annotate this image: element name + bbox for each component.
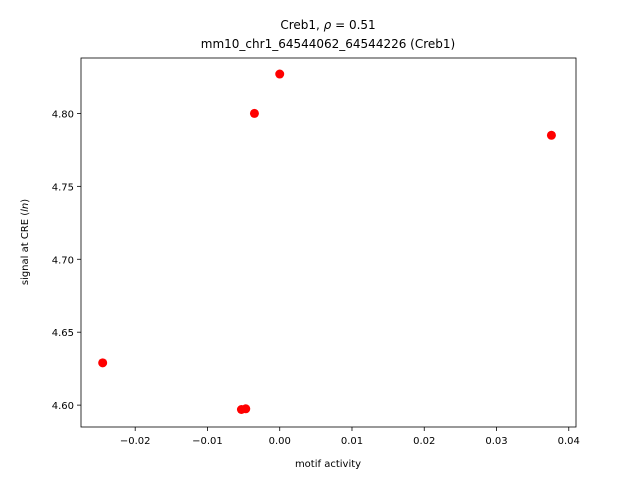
y-tick-label: 4.80 bbox=[52, 109, 74, 120]
y-tick-label: 4.60 bbox=[52, 401, 74, 412]
chart-title-line1: Creb1, ρ = 0.51 bbox=[280, 18, 375, 32]
chart-title-line2: mm10_chr1_64544062_64544226 (Creb1) bbox=[201, 37, 455, 51]
y-tick-label: 4.70 bbox=[52, 255, 74, 266]
x-tick-label: 0.03 bbox=[485, 436, 507, 447]
plot-area-frame bbox=[80, 57, 577, 428]
data-point bbox=[249, 108, 259, 118]
x-tick-label: 0.02 bbox=[413, 436, 435, 447]
chart-title: Creb1, ρ = 0.51 mm10_chr1_64544062_64544… bbox=[201, 18, 455, 51]
x-axis-ticks: −0.02 −0.01 0.00 0.01 0.02 0.03 0.04 bbox=[120, 427, 580, 447]
data-points bbox=[98, 69, 556, 414]
data-point bbox=[98, 358, 108, 368]
x-tick-label: 0.04 bbox=[558, 436, 580, 447]
data-point bbox=[546, 130, 556, 140]
x-tick-label: 0.01 bbox=[341, 436, 363, 447]
data-point bbox=[275, 69, 285, 79]
data-point bbox=[241, 404, 251, 414]
y-tick-label: 4.75 bbox=[52, 182, 74, 193]
x-tick-label: 0.00 bbox=[269, 436, 291, 447]
y-axis-label: signal at CRE (ln) bbox=[20, 199, 31, 285]
x-tick-label: −0.01 bbox=[192, 436, 223, 447]
x-axis-label: motif activity bbox=[295, 459, 361, 470]
x-tick-label: −0.02 bbox=[120, 436, 151, 447]
y-tick-label: 4.65 bbox=[52, 328, 74, 339]
y-axis-ticks: 4.60 4.65 4.70 4.75 4.80 bbox=[52, 109, 81, 412]
